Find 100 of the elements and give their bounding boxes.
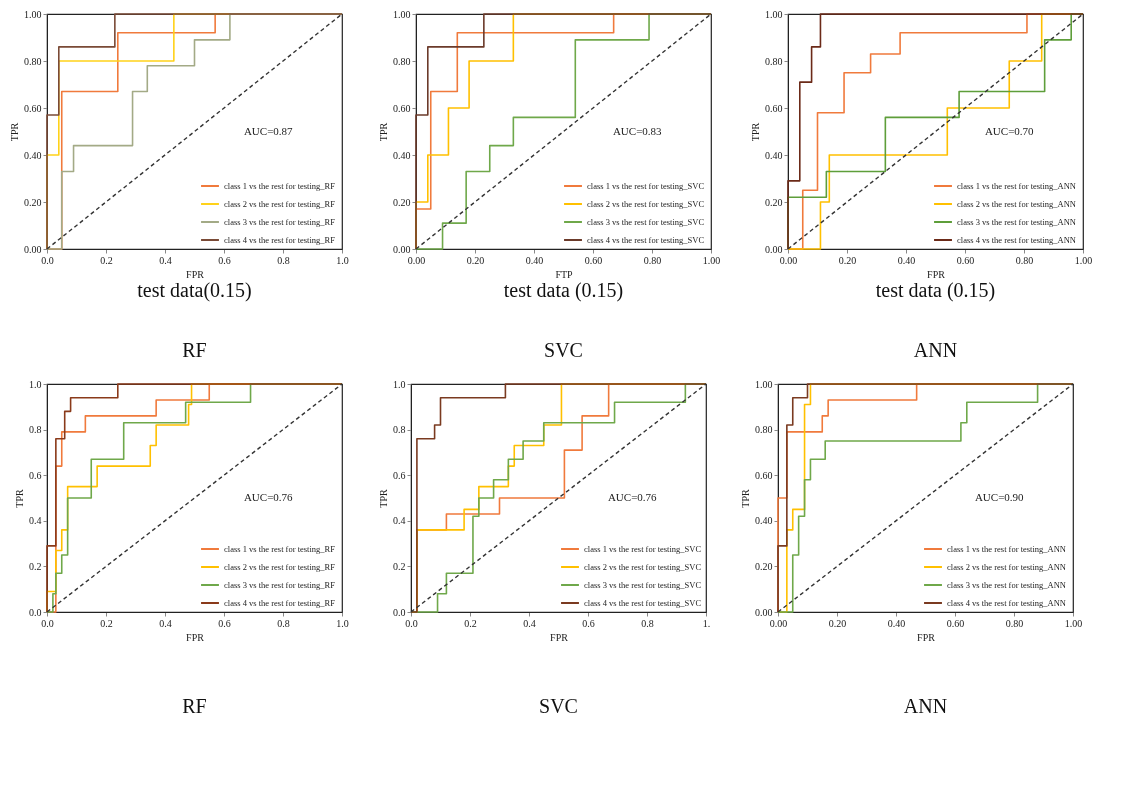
x-tick-label: 0.8 [277, 617, 290, 629]
legend-label: class 3 vs the rest for testing_ANN [947, 580, 1066, 590]
x-tick-label: 0.20 [466, 254, 485, 266]
y-tick-label: 0.00 [24, 243, 42, 255]
y-axis-title: TPR [378, 122, 389, 142]
y-tick-label: 0.20 [24, 196, 42, 208]
y-axis-title: TPR [750, 122, 761, 142]
y-tick-label: 0.6 [29, 469, 42, 481]
y-tick-label: 0.40 [24, 149, 42, 161]
x-tick-label: 1.00 [1064, 617, 1083, 629]
x-tick-label: 0.00 [407, 254, 426, 266]
legend-label: class 4 vs the rest for testing_SVC [587, 235, 705, 245]
y-tick-label: 0.00 [755, 606, 773, 618]
y-tick-label: 0.8 [29, 424, 42, 436]
legend-label: class 4 vs the rest for testing_RF [224, 598, 336, 608]
x-tick-label: 1. [702, 617, 711, 629]
annotation: AUC=0.87 [243, 124, 294, 137]
x-axis-title: FPR [917, 631, 936, 643]
y-tick-label: 1.00 [24, 8, 42, 20]
legend-label: class 1 vs the rest for testing_SVC [584, 544, 702, 554]
y-tick-label: 1.0 [393, 378, 406, 390]
y-tick-label: 0.20 [393, 196, 411, 208]
y-axis-title: TPR [14, 489, 25, 508]
y-tick-label: 0.8 [393, 424, 406, 436]
y-tick-label: 0.60 [765, 102, 783, 114]
y-axis-title: TPR [378, 489, 389, 508]
text: test data (0.15) [503, 279, 624, 302]
text: SVC [544, 339, 583, 361]
y-tick-label: 1.00 [393, 8, 411, 20]
x-tick-label: 0.4 [523, 617, 536, 629]
y-tick-label: 0.40 [393, 149, 411, 161]
x-tick-label: 0.6 [582, 617, 595, 629]
annotation: AUC=0.83 [612, 124, 663, 137]
legend-label: class 2 vs the rest for testing_RF [224, 562, 336, 572]
legend-label: class 4 vs the rest for testing_ANN [947, 598, 1066, 608]
x-tick-label: 0.0 [41, 617, 54, 629]
y-tick-label: 0.00 [765, 243, 783, 255]
text: SVC [539, 695, 578, 717]
y-tick-label: 0.40 [765, 149, 783, 161]
y-tick-label: 0.0 [393, 606, 406, 618]
y-tick-label: 1.0 [29, 378, 42, 390]
y-tick-label: 0.0 [29, 606, 42, 618]
legend-label: class 3 vs the rest for testing_SVC [584, 580, 702, 590]
x-axis-title: FPR [550, 631, 569, 643]
x-tick-label: 1.0 [336, 254, 349, 266]
y-tick-label: 0.4 [29, 515, 42, 527]
y-tick-label: 0.60 [24, 102, 42, 114]
text: test data (0.15) [875, 279, 996, 302]
legend-label: class 3 vs the rest for testing_RF [224, 580, 336, 590]
text: RF [182, 695, 207, 717]
x-tick-label: 0.40 [897, 254, 916, 266]
x-axis-title: FPR [186, 631, 205, 643]
y-tick-label: 0.2 [393, 560, 406, 572]
x-tick-label: 0.20 [838, 254, 857, 266]
y-tick-label: 0.40 [755, 515, 773, 527]
x-axis-title: FTP [555, 268, 574, 280]
y-tick-label: 0.80 [24, 55, 42, 67]
y-tick-label: 1.00 [765, 8, 783, 20]
legend-label: class 3 vs the rest for testing_RF [224, 217, 336, 227]
y-axis-title: TPR [740, 489, 751, 508]
legend-label: class 2 vs the rest for testing_RF [224, 199, 336, 209]
x-tick-label: 0.80 [1015, 254, 1034, 266]
x-tick-label: 0.6 [218, 617, 231, 629]
y-tick-label: 0.4 [393, 515, 406, 527]
legend-label: class 4 vs the rest for testing_ANN [957, 235, 1076, 245]
y-tick-label: 1.00 [755, 378, 773, 390]
x-tick-label: 1.0 [336, 617, 349, 629]
x-tick-label: 0.4 [159, 254, 172, 266]
text: test data(0.15) [137, 279, 252, 302]
legend-label: class 1 vs the rest for testing_RF [224, 181, 336, 191]
y-tick-label: 0.60 [393, 102, 411, 114]
x-tick-label: 1.00 [1074, 254, 1093, 266]
legend-label: class 4 vs the rest for testing_SVC [584, 598, 702, 608]
legend-label: class 2 vs the rest for testing_ANN [947, 562, 1066, 572]
x-tick-label: 0.2 [100, 254, 113, 266]
y-tick-label: 0.80 [755, 424, 773, 436]
legend-label: class 3 vs the rest for testing_ANN [957, 217, 1076, 227]
y-tick-label: 0.00 [393, 243, 411, 255]
x-tick-label: 0.8 [641, 617, 654, 629]
x-tick-label: 0.8 [277, 254, 290, 266]
x-tick-label: 0.80 [1005, 617, 1024, 629]
annotation: AUC=0.70 [984, 124, 1035, 137]
x-tick-label: 0.2 [100, 617, 113, 629]
y-tick-label: 0.20 [755, 560, 773, 572]
text: ANN [903, 695, 948, 717]
text: ANN [913, 339, 958, 361]
x-tick-label: 0.20 [828, 617, 847, 629]
x-tick-label: 0.0 [41, 254, 54, 266]
y-axis-title: TPR [9, 122, 20, 142]
legend-label: class 2 vs the rest for testing_ANN [957, 199, 1076, 209]
y-tick-label: 0.80 [393, 55, 411, 67]
annotation: AUC=0.76 [607, 491, 658, 503]
legend-label: class 1 vs the rest for testing_ANN [957, 181, 1076, 191]
x-tick-label: 0.60 [946, 617, 965, 629]
x-axis-title: FPR [186, 268, 205, 280]
y-tick-label: 0.20 [765, 196, 783, 208]
x-tick-label: 0.60 [956, 254, 975, 266]
x-tick-label: 1.00 [702, 254, 721, 266]
annotation: AUC=0.76 [243, 491, 294, 503]
text: RF [182, 339, 207, 361]
